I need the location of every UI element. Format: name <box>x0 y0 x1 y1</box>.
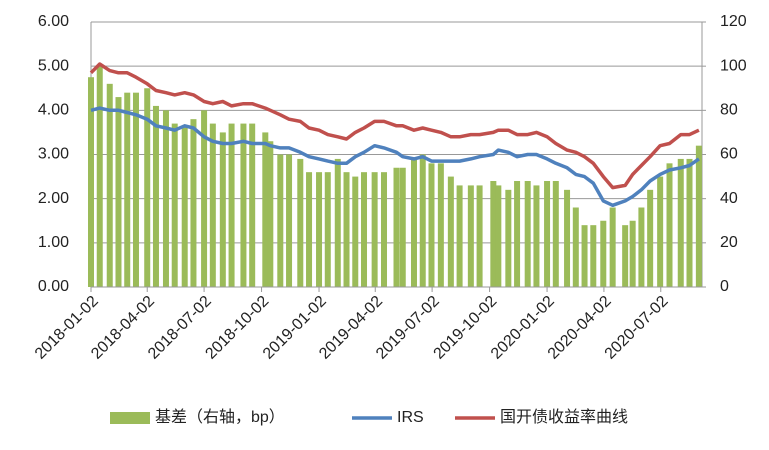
bar <box>371 172 378 287</box>
y2-tick-label: 100 <box>720 57 747 74</box>
bar <box>399 167 406 287</box>
bar <box>677 158 684 287</box>
bar <box>106 83 113 287</box>
bar <box>456 185 463 287</box>
bar <box>695 145 702 287</box>
bar <box>286 154 293 287</box>
bar <box>277 154 284 287</box>
bar <box>544 181 551 287</box>
bar <box>437 163 444 287</box>
bar <box>609 207 616 287</box>
bar <box>629 220 636 287</box>
bar <box>96 66 103 288</box>
y-tick-label: 0.00 <box>38 278 69 295</box>
bar <box>262 132 269 287</box>
bar <box>590 225 597 287</box>
bar <box>666 163 673 287</box>
bar <box>267 141 274 287</box>
y2-tick-label: 60 <box>720 146 738 163</box>
bar <box>514 181 521 287</box>
bar <box>622 225 629 287</box>
bar <box>476 185 483 287</box>
bar <box>490 181 497 287</box>
y2-tick-label: 20 <box>720 234 738 251</box>
bar <box>334 158 341 287</box>
y-tick-label: 3.00 <box>38 146 69 163</box>
bar <box>524 181 531 287</box>
bar <box>495 185 502 287</box>
bar <box>316 172 323 287</box>
legend-label: 国开债收益率曲线 <box>500 408 628 426</box>
bar <box>600 220 607 287</box>
bar <box>564 189 571 287</box>
y-tick-label: 4.00 <box>38 102 69 119</box>
bar <box>162 110 169 287</box>
bar <box>393 167 400 287</box>
bar <box>581 225 588 287</box>
bar <box>297 158 304 287</box>
bar <box>181 125 188 288</box>
bar <box>152 105 159 288</box>
bar <box>124 92 131 288</box>
bar <box>381 172 388 287</box>
bar <box>144 88 151 287</box>
y2-tick-label: 0 <box>720 278 729 295</box>
bar <box>552 181 559 287</box>
bar <box>306 172 313 287</box>
y2-tick-label: 120 <box>720 13 747 30</box>
bar <box>324 172 331 287</box>
bar <box>647 189 654 287</box>
bar <box>572 207 579 287</box>
bar <box>428 163 435 287</box>
bar <box>343 172 350 287</box>
bar <box>115 97 122 287</box>
y-tick-label: 6.00 <box>38 13 69 30</box>
bar <box>361 172 368 287</box>
bar <box>410 158 417 287</box>
y-tick-label: 1.00 <box>38 234 69 251</box>
y-tick-label: 5.00 <box>38 57 69 74</box>
y-tick-label: 2.00 <box>38 190 69 207</box>
bar <box>505 189 512 287</box>
bar <box>352 176 359 287</box>
bar <box>228 123 235 287</box>
y2-tick-label: 40 <box>720 190 738 207</box>
line-series <box>89 62 700 190</box>
bar <box>249 123 256 287</box>
legend-label: 基差（右轴，bp） <box>155 408 285 426</box>
legend-label: IRS <box>397 409 424 426</box>
bar <box>533 185 540 287</box>
bar <box>467 185 474 287</box>
bar <box>219 132 226 287</box>
y2-tick-label: 80 <box>720 102 738 119</box>
bar <box>638 207 645 287</box>
bar <box>171 123 178 287</box>
bar <box>209 123 216 287</box>
legend-swatch <box>110 412 150 424</box>
bar <box>686 158 693 287</box>
bar <box>240 123 247 287</box>
bar <box>132 92 139 288</box>
bar <box>447 176 454 287</box>
bar <box>201 110 208 287</box>
bar <box>190 119 197 288</box>
line-series <box>90 106 700 208</box>
bar <box>657 176 664 287</box>
bar <box>419 154 426 287</box>
bar <box>88 77 94 287</box>
